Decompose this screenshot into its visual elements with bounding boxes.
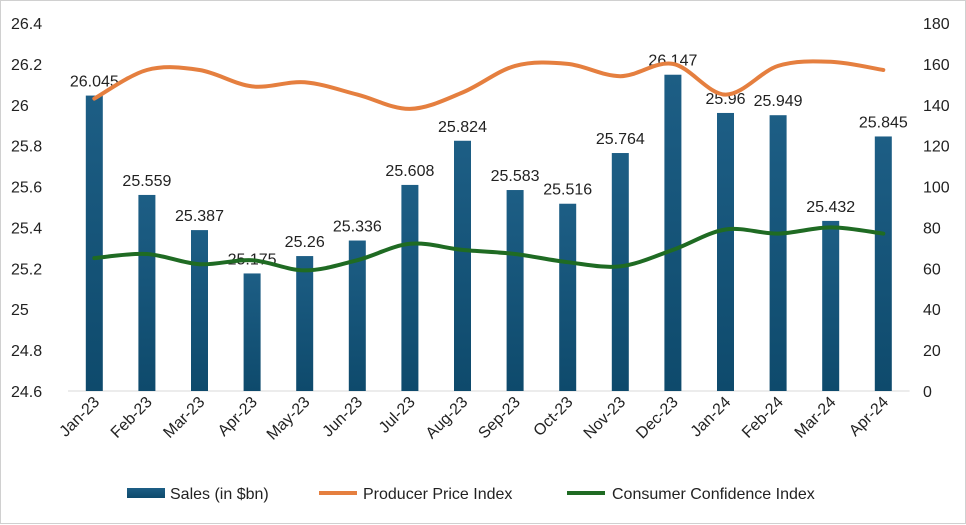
sales-bar: [874, 136, 892, 391]
legend-label-cci: Consumer Confidence Index: [612, 486, 815, 503]
left-y-tick-label: 24.8: [11, 343, 42, 360]
sales-data-labels: 26.04525.55925.38725.17525.2625.33625.60…: [70, 53, 908, 269]
sales-bar: [717, 112, 734, 391]
sales-data-label: 25.949: [754, 93, 803, 110]
sales-data-label: 25.764: [596, 131, 645, 148]
sales-data-label: 25.26: [285, 234, 325, 251]
left-y-tick-label: 25.2: [11, 261, 42, 278]
sales-data-label: 25.845: [859, 114, 908, 131]
left-y-tick-label: 24.6: [11, 384, 42, 401]
sales-data-label: 25.824: [438, 119, 487, 136]
right-y-tick-label: 60: [923, 261, 941, 278]
legend-label-ppi: Producer Price Index: [363, 486, 512, 503]
left-y-tick-label: 26: [11, 98, 29, 115]
sales-data-label: 25.432: [806, 199, 855, 216]
x-tick-label: Nov-23: [581, 394, 630, 443]
sales-bar: [191, 230, 208, 391]
left-y-tick-label: 25.8: [11, 139, 42, 156]
x-tick-label: May-23: [264, 394, 314, 444]
x-tick-label: Apr-24: [846, 394, 892, 440]
sales-data-label: 25.559: [122, 173, 171, 190]
sales-bar: [401, 184, 419, 391]
x-tick-label: Jul-23: [376, 394, 419, 437]
right-y-tick-label: 100: [923, 180, 950, 197]
right-y-tick-label: 40: [923, 302, 941, 319]
x-tick-label: Jan-24: [688, 394, 735, 441]
sales-data-label: 25.336: [333, 219, 382, 236]
x-tick-label: Mar-23: [160, 394, 208, 442]
left-y-tick-label: 25.4: [11, 220, 42, 237]
sales-bar: [822, 220, 840, 391]
right-y-tick-label: 20: [923, 343, 941, 360]
sales-bar: [85, 95, 103, 392]
left-y-tick-label: 26.2: [11, 57, 42, 74]
x-tick-label: Dec-23: [633, 394, 682, 443]
left-y-tick-label: 25.6: [11, 180, 42, 197]
sales-data-label: 25.387: [175, 208, 224, 225]
left-y-tick-label: 25: [11, 302, 29, 319]
right-y-tick-label: 0: [923, 384, 932, 401]
x-tick-label: Oct-23: [531, 394, 577, 440]
right-y-tick-label: 80: [923, 220, 941, 237]
sales-bar: [296, 256, 314, 391]
x-tick-label: Aug-23: [423, 394, 472, 443]
producer-price-index-line: [92, 59, 886, 111]
sales-data-label: 26.045: [70, 74, 119, 91]
sales-bar: [348, 240, 366, 391]
x-tick-label: Feb-24: [739, 394, 787, 442]
right-y-tick-label: 120: [923, 139, 950, 156]
sales-data-label: 25.96: [705, 91, 745, 108]
sales-bar: [559, 203, 577, 391]
sales-bar: [769, 115, 787, 392]
right-y-tick-label: 180: [923, 16, 950, 33]
left-y-tick-label: 26.4: [11, 16, 42, 33]
sales-data-label: 25.583: [491, 168, 540, 185]
legend: Sales (in $bn) Producer Price Index Consum…: [127, 486, 815, 503]
x-tick-label: Apr-23: [215, 394, 261, 440]
index-lines: [92, 59, 886, 273]
sales-bar: [506, 190, 524, 391]
sales-bar: [138, 194, 156, 391]
sales-bar: [664, 74, 682, 392]
right-axis: 0 20 40 60 80 100 120 140 160 180: [923, 16, 950, 401]
left-axis: 24.6 24.8 25 25.2 25.4 25.6 25.8 26 26.2 26.4: [11, 16, 910, 401]
x-tick-label: Jun-23: [320, 394, 367, 441]
sales-data-label: 25.608: [385, 163, 434, 180]
x-tick-label: Feb-23: [108, 394, 156, 442]
sales-bar: [611, 153, 629, 391]
sales-bars: [85, 74, 892, 392]
sales-bar: [243, 273, 261, 391]
sales-bar: [454, 140, 471, 391]
x-tick-label: Mar-24: [792, 394, 840, 442]
x-tick-label: Jan-23: [57, 394, 104, 441]
right-y-tick-label: 160: [923, 57, 950, 74]
x-axis-tick-labels: Jan-23 Feb-23 Mar-23 Apr-23 May-23 Jun-23 Jul-…: [57, 394, 893, 444]
sales-data-label: 25.516: [543, 182, 592, 199]
legend-label-sales: Sales (in $bn): [170, 486, 269, 503]
right-y-tick-label: 140: [923, 98, 950, 115]
legend-swatch-sales: [127, 488, 165, 498]
consumer-confidence-index-line: [92, 225, 886, 273]
x-tick-label: Sep-23: [475, 394, 524, 443]
